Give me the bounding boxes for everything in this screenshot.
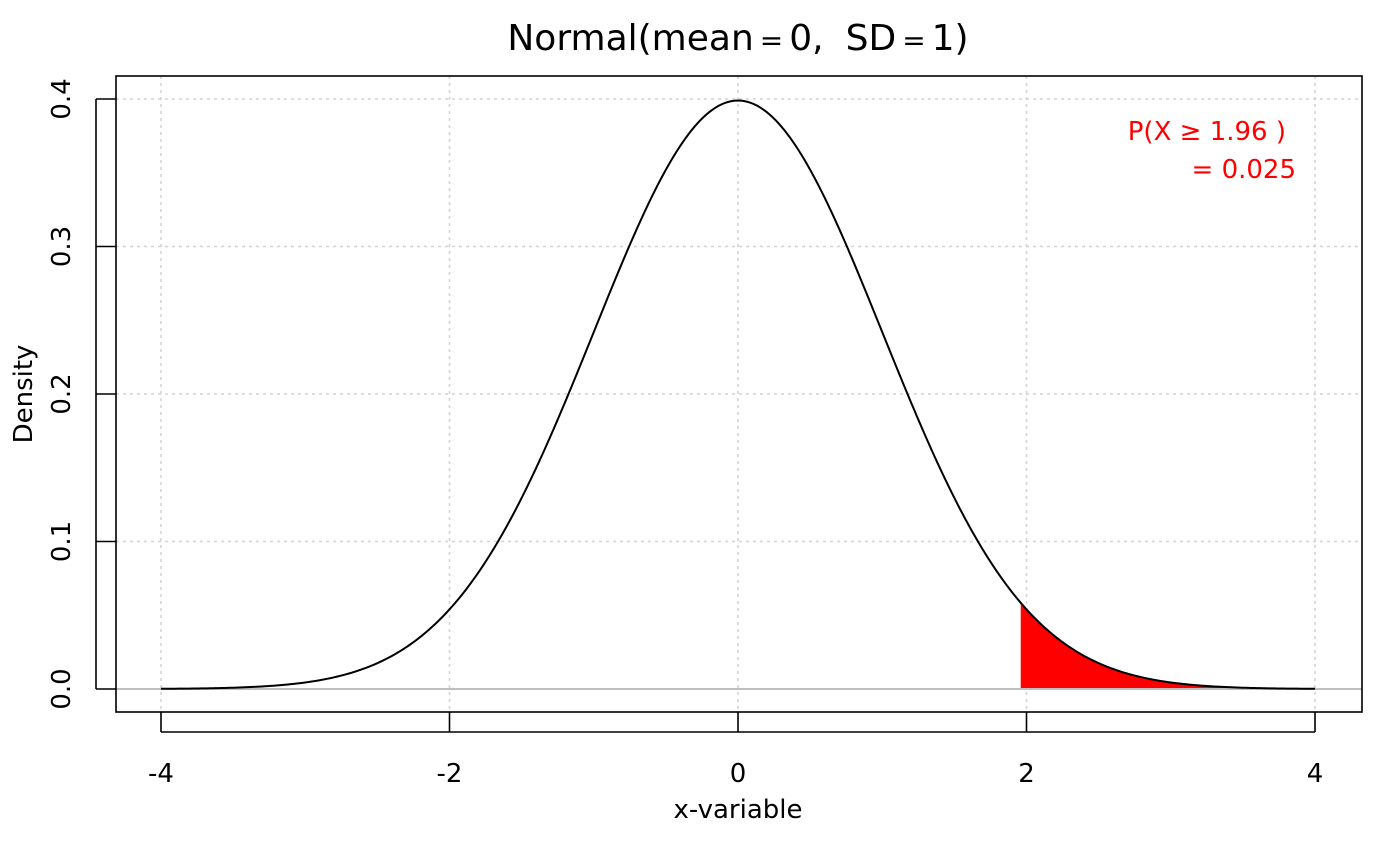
- x-tick-label-3: 2: [1018, 759, 1035, 789]
- axes: -4 -2 0 2 4 0.0 0.1 0.2 0.3 0.4: [47, 75, 1363, 789]
- y-tick-label-3: 0.3: [47, 226, 77, 267]
- shaded-region-layer: [1020, 602, 1315, 689]
- density-curve: [160, 99, 1316, 690]
- chart-title-sd: SD: [846, 18, 897, 59]
- probability-annotation-line1: P(X ≥ 1.96 ): [1128, 117, 1286, 147]
- y-tick-label-1: 0.1: [47, 521, 77, 562]
- chart-title-prefix: Normal(mean: [507, 18, 753, 59]
- shaded-tail-area: [1020, 602, 1315, 689]
- y-axis-label: Density: [9, 345, 39, 444]
- x-tick-label-4: 4: [1307, 759, 1324, 789]
- chart-title-op1: =: [760, 24, 783, 57]
- chart-title: Normal(mean = 0, SD = 1): [507, 18, 968, 59]
- x-axis-label: x-variable: [674, 795, 803, 825]
- y-tick-label-2: 0.2: [47, 373, 77, 414]
- x-tick-label-2: 0: [730, 759, 747, 789]
- chart-title-op2: =: [902, 24, 925, 57]
- x-tick-label-1: -2: [437, 759, 463, 789]
- grid: [116, 76, 1362, 712]
- density-curve-layer: [160, 99, 1316, 690]
- y-tick-label-0: 0.0: [47, 668, 77, 709]
- y-tick-label-4: 0.4: [47, 78, 77, 119]
- chart-title-mean: 0,: [789, 18, 823, 59]
- x-tick-label-0: -4: [148, 759, 174, 789]
- chart-title-sd-value: 1): [932, 18, 969, 59]
- probability-annotation-line2: = 0.025: [1192, 155, 1296, 185]
